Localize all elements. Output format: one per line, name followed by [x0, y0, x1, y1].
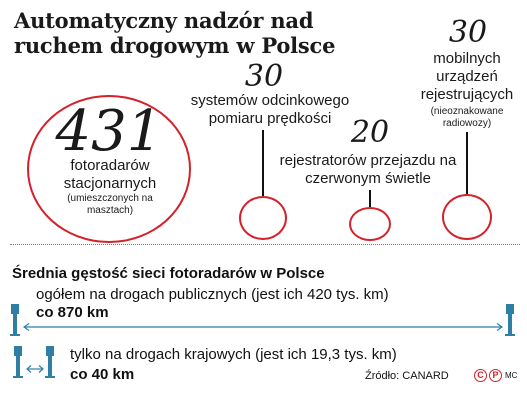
redlight-connector: [369, 190, 371, 207]
mobile-label: mobilnych urządzeń rejestrujących: [420, 50, 514, 103]
stationary-note: (umieszczonych na masztach): [67, 193, 153, 216]
redlight-value: 20: [350, 115, 390, 150]
speed-camera-post-icon: [9, 304, 21, 341]
mobile-value: 30: [448, 15, 488, 50]
density-title: Średnia gęstość sieci fotoradarów w Pols…: [12, 265, 325, 282]
density-row-national-label: tylko na drogach krajowych (jest ich 19,…: [70, 346, 397, 363]
section-connector: [262, 130, 264, 196]
stationary-circle: [27, 95, 191, 243]
stationary-value: 431: [55, 99, 163, 164]
density-row-public-value: co 870 km: [36, 304, 109, 321]
copyright-p-icon: P: [489, 369, 502, 382]
double-arrow-icon: [22, 318, 504, 336]
redlight-label: rejestratorów przejazdu na czerwonym świ…: [279, 152, 457, 187]
section-divider: [10, 244, 520, 245]
redlight-circle: [349, 207, 391, 241]
stationary-label: fotoradarów stacjonarnych: [63, 157, 157, 192]
double-arrow-icon: [25, 360, 45, 378]
source-credit: Źródło: CANARD: [365, 370, 449, 382]
speed-camera-post-icon: [504, 304, 516, 341]
section-value: 30: [244, 59, 284, 94]
mobile-note: (nieoznakowane radiowozy): [430, 106, 504, 129]
copyright-c-icon: C: [474, 369, 487, 382]
mobile-connector: [466, 132, 468, 194]
page-title: Automatyczny nadzór nad ruchem drogowym …: [14, 8, 336, 58]
density-row-public-label: ogółem na drogach publicznych (jest ich …: [36, 286, 389, 303]
density-row-national-value: co 40 km: [70, 366, 135, 383]
speed-camera-post-icon: [44, 346, 56, 383]
mobile-circle: [442, 194, 492, 240]
author-initials: MC: [505, 371, 518, 380]
speed-camera-post-icon: [12, 346, 24, 383]
section-label: systemów odcinkowego pomiaru prędkości: [190, 92, 350, 127]
section-circle: [239, 196, 287, 240]
